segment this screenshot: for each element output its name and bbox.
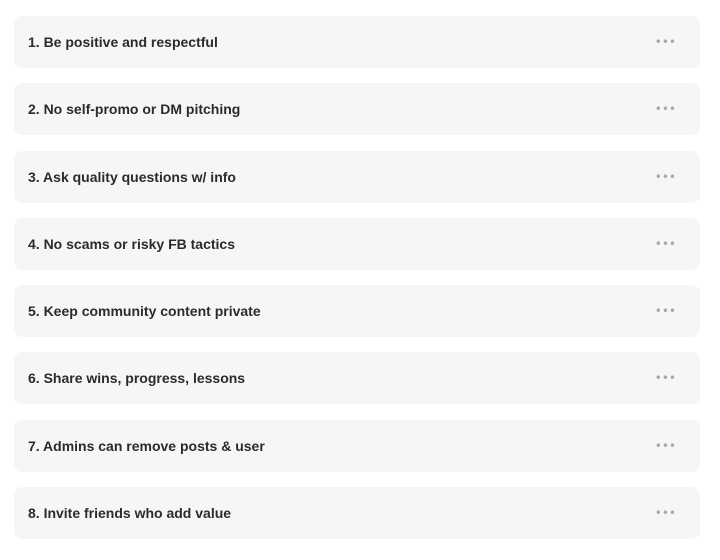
rule-item[interactable]: 7. Admins can remove posts & user •••	[14, 419, 700, 472]
rule-label: 5. Keep community content private	[28, 303, 261, 320]
more-options-icon[interactable]: •••	[654, 236, 676, 251]
more-options-icon[interactable]: •••	[654, 35, 676, 49]
rule-item[interactable]: 8. Invite friends who add value •••	[14, 487, 700, 540]
rule-item[interactable]: 2. No self-promo or DM pitching •••	[14, 83, 700, 136]
rule-label: 8. Invite friends who add value	[28, 505, 232, 522]
rule-label: 6. Share wins, progress, lessons	[28, 370, 246, 387]
more-options-icon[interactable]: •••	[654, 304, 676, 319]
more-options-icon[interactable]: •••	[654, 438, 676, 453]
more-options-icon[interactable]: •••	[654, 506, 676, 521]
more-options-icon[interactable]: •••	[654, 371, 676, 386]
rule-label: 7. Admins can remove posts & user	[28, 437, 265, 454]
rule-label: 1. Be positive and respectful	[28, 34, 218, 50]
more-options-icon[interactable]: •••	[654, 169, 676, 184]
rule-label: 4. No scams or risky FB tactics	[28, 235, 235, 252]
more-options-icon[interactable]: •••	[654, 102, 676, 117]
rule-item[interactable]: 1. Be positive and respectful •••	[14, 16, 700, 68]
rule-label: 3. Ask quality questions w/ info	[28, 168, 236, 185]
rules-list: 1. Be positive and respectful ••• 2. No se…	[14, 16, 700, 554]
rule-item[interactable]: 5. Keep community content private •••	[14, 285, 700, 338]
rule-item[interactable]: 3. Ask quality questions w/ info •••	[14, 150, 700, 203]
rule-item[interactable]: 4. No scams or risky FB tactics •••	[14, 217, 700, 270]
rule-label: 2. No self-promo or DM pitching	[28, 101, 241, 118]
rule-item[interactable]: 6. Share wins, progress, lessons •••	[14, 352, 700, 405]
